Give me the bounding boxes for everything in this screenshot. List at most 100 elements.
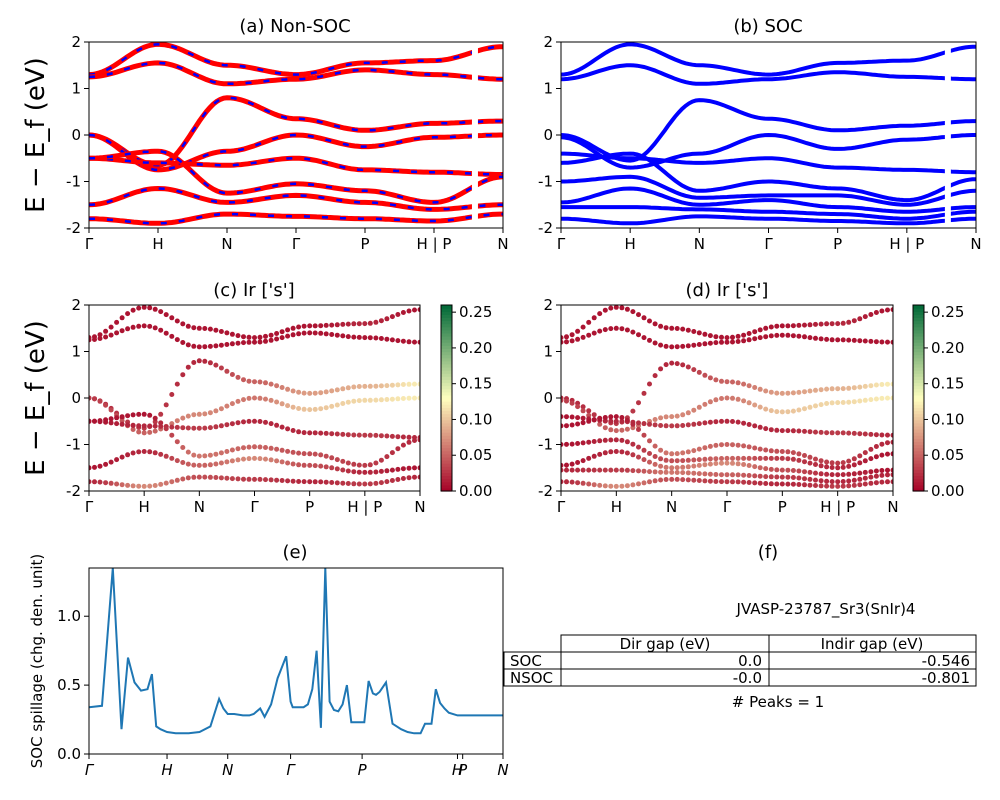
band-point	[873, 468, 879, 474]
band-point	[680, 477, 686, 483]
band-point	[862, 383, 868, 389]
band-point	[713, 377, 719, 383]
band-point	[674, 326, 680, 331]
band-point	[412, 465, 417, 471]
colorbar-segment	[913, 373, 924, 377]
band-point	[719, 334, 724, 340]
colorbar-segment	[913, 453, 924, 458]
colorbar-segment	[441, 345, 452, 349]
band-point	[796, 457, 802, 463]
band-point	[108, 407, 114, 413]
band-point	[329, 332, 335, 337]
band-point	[680, 470, 686, 476]
band-point	[246, 334, 252, 340]
colorbar-segment	[441, 339, 452, 343]
spillage-series	[89, 568, 503, 735]
colorbar-segment	[913, 401, 924, 405]
band-point	[180, 372, 186, 378]
band-point	[213, 408, 219, 414]
x-tick-label: P	[778, 498, 787, 516]
band-point	[163, 402, 169, 408]
panel-e-plot: 0.00.51.0Γ H N Γ P HP N	[57, 568, 509, 779]
band-point	[307, 462, 313, 468]
band-point	[735, 479, 741, 485]
band-point	[213, 475, 219, 480]
band-point	[890, 432, 893, 438]
band-point	[147, 449, 153, 455]
band-point	[630, 468, 636, 474]
band-point	[185, 425, 191, 431]
band-point	[213, 343, 219, 349]
y-tick-label: -2	[66, 219, 81, 237]
colorbar-segment	[913, 475, 924, 480]
band-point	[136, 411, 142, 417]
band-point	[752, 445, 758, 451]
ylabel-middle: E − E_f (eV)	[21, 320, 51, 476]
x-tick-label: P	[360, 235, 369, 253]
x-tick-label: H | P	[889, 235, 924, 253]
band-point	[707, 461, 713, 467]
band-line	[561, 151, 976, 203]
y-tick-label: 0	[71, 126, 81, 144]
band-point	[691, 448, 697, 454]
band-point	[89, 395, 92, 401]
band-point	[196, 462, 202, 468]
band-point	[763, 334, 769, 340]
band-point	[752, 336, 758, 342]
band-point	[752, 473, 758, 479]
band-point	[885, 381, 890, 387]
band-point	[818, 483, 824, 489]
band-point	[395, 466, 401, 472]
band-point	[807, 322, 813, 328]
band-point	[757, 480, 763, 486]
band-point	[890, 307, 893, 313]
band-point	[417, 381, 420, 387]
band-point	[746, 480, 752, 485]
x-tick-label: Γ	[292, 235, 301, 253]
band-point	[890, 451, 893, 457]
band-point	[224, 475, 230, 481]
band-point	[619, 418, 625, 424]
band-point	[180, 415, 186, 421]
band-point	[367, 432, 373, 438]
band-point	[779, 332, 785, 338]
band-point	[835, 483, 841, 489]
band-point	[345, 468, 351, 474]
band-point	[345, 460, 351, 466]
band-point	[406, 381, 412, 387]
band-point	[785, 474, 791, 480]
band-point	[395, 396, 401, 402]
band-point	[658, 447, 664, 453]
band-point	[746, 337, 752, 343]
band-point	[384, 433, 390, 439]
band-point	[191, 412, 197, 418]
band-point	[218, 365, 224, 371]
band-point	[257, 444, 263, 450]
band-point	[619, 326, 625, 332]
colorbar-segment	[441, 456, 452, 461]
band-point	[268, 457, 274, 463]
band-point	[796, 451, 802, 457]
band-point	[229, 341, 235, 347]
band-point	[779, 428, 785, 434]
band-point	[785, 390, 791, 396]
colorbar-segment	[913, 478, 924, 483]
colorbar-segment	[913, 370, 924, 374]
band-point	[597, 328, 603, 334]
band-point	[125, 422, 131, 428]
panel-d-title: (d) Ir ['s']	[686, 280, 769, 301]
band-point	[400, 310, 406, 315]
band-point	[191, 425, 197, 431]
band-point	[630, 441, 636, 447]
panel-d-colorbar: 0.00 0.05 0.10 0.15 0.20 0.25	[912, 303, 964, 500]
table-header-indir: Indir gap (eV)	[821, 635, 924, 653]
band-line	[561, 132, 976, 170]
band-point	[561, 397, 564, 403]
band-point	[312, 406, 318, 412]
colorbar-tick-label: 0.00	[931, 482, 964, 500]
band-point	[752, 464, 758, 470]
band-point	[591, 453, 597, 459]
band-point	[224, 330, 230, 336]
band-point	[597, 467, 603, 473]
band-point	[301, 330, 307, 336]
